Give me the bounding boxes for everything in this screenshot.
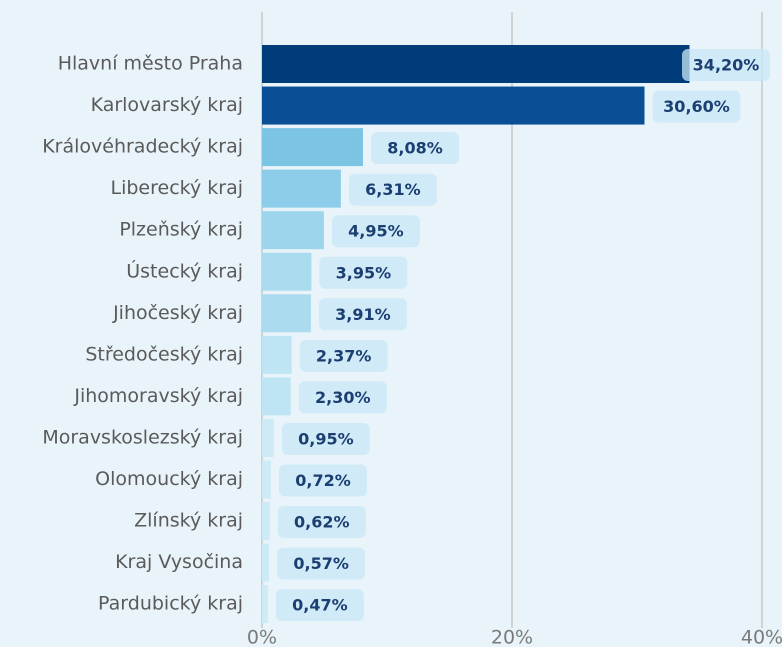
value-label-box bbox=[371, 132, 459, 165]
value-label: 34,20% bbox=[693, 56, 760, 75]
category-label: Kraj Vysočina bbox=[115, 551, 243, 573]
category-label: Moravskoslezský kraj bbox=[42, 426, 243, 448]
value-label-box bbox=[277, 547, 366, 580]
value-label-box bbox=[348, 173, 437, 206]
bar bbox=[262, 377, 291, 416]
bar bbox=[262, 294, 311, 333]
value-label: 0,72% bbox=[295, 471, 351, 490]
category-label: Jihočeský kraj bbox=[112, 302, 243, 324]
category-label: Zlínský kraj bbox=[134, 510, 243, 532]
value-label: 0,62% bbox=[294, 513, 350, 532]
value-label: 2,30% bbox=[315, 388, 371, 407]
value-label: 2,37% bbox=[316, 346, 372, 365]
value-label-box bbox=[275, 589, 364, 622]
bar bbox=[262, 86, 645, 125]
bar bbox=[262, 585, 268, 624]
value-label: 6,31% bbox=[365, 180, 421, 199]
value-label-box bbox=[277, 506, 366, 539]
x-tick-label: 40% bbox=[741, 627, 782, 647]
bar bbox=[262, 418, 274, 457]
bar bbox=[262, 252, 312, 291]
category-label: Olomoucký kraj bbox=[95, 468, 243, 490]
value-label-box bbox=[682, 49, 770, 81]
category-label: Středočeský kraj bbox=[85, 343, 243, 365]
value-label-box bbox=[318, 298, 407, 331]
value-label: 3,95% bbox=[336, 263, 392, 282]
bar bbox=[262, 45, 690, 83]
category-label: Liberecký kraj bbox=[111, 177, 244, 199]
bar bbox=[262, 211, 324, 250]
value-label: 4,95% bbox=[348, 222, 404, 241]
value-label-box bbox=[331, 215, 420, 248]
bar bbox=[262, 335, 292, 374]
value-label-box bbox=[298, 381, 387, 414]
bar bbox=[262, 543, 270, 582]
category-label: Hlavní město Praha bbox=[58, 53, 243, 75]
value-label: 3,91% bbox=[335, 305, 391, 324]
value-label-box bbox=[299, 339, 388, 372]
value-label: 30,60% bbox=[663, 97, 730, 116]
value-label-box bbox=[281, 422, 370, 455]
category-label: Karlovarský kraj bbox=[91, 94, 243, 116]
bar bbox=[262, 460, 271, 499]
bar bbox=[262, 169, 341, 208]
value-label-box bbox=[319, 256, 408, 289]
value-label-box bbox=[652, 90, 741, 123]
bar bbox=[262, 502, 270, 541]
value-label: 8,08% bbox=[387, 139, 443, 158]
category-label: Ústecký kraj bbox=[126, 258, 243, 282]
value-label: 0,95% bbox=[298, 429, 354, 448]
x-tick-label: 20% bbox=[491, 627, 533, 647]
category-label: Plzeňský kraj bbox=[119, 219, 243, 241]
value-label: 0,47% bbox=[292, 596, 348, 615]
category-label: Jihomoravský kraj bbox=[73, 385, 243, 407]
bar bbox=[262, 128, 363, 167]
value-label-box bbox=[279, 464, 367, 497]
value-label: 0,57% bbox=[293, 554, 349, 573]
x-tick-label: 0% bbox=[247, 627, 277, 647]
category-label: Královéhradecký kraj bbox=[42, 136, 243, 158]
category-label: Pardubický kraj bbox=[98, 593, 243, 615]
